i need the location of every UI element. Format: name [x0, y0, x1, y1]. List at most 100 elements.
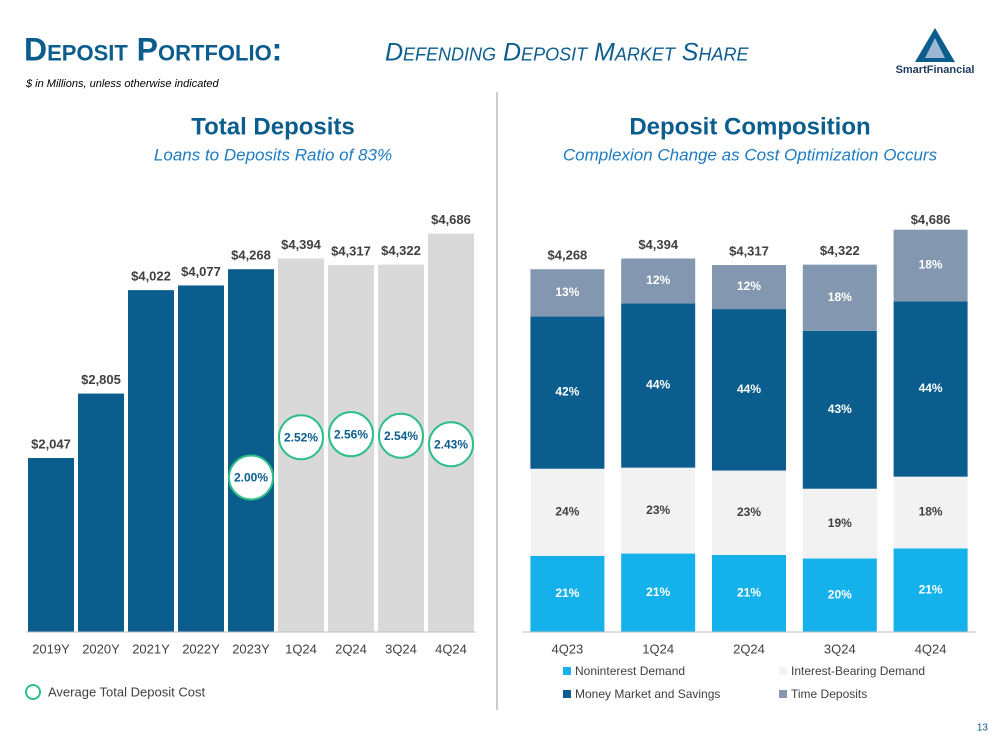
value-label: $4,268 [231, 248, 271, 263]
logo-text: SmartFinancial [896, 64, 975, 76]
logo-mark-inner [925, 38, 945, 58]
total-label: $4,317 [729, 243, 769, 258]
bar-segment [893, 301, 968, 477]
chart-title: Total Deposits [191, 113, 355, 140]
x-tick-label: 4Q23 [551, 641, 583, 656]
bar-segment [530, 269, 605, 317]
cost-label: 2.52% [284, 430, 318, 444]
bar-segment [712, 265, 786, 310]
segment-label: 43% [828, 402, 852, 416]
segment-label: 21% [555, 586, 579, 600]
bar [228, 269, 274, 632]
slide-title-rest: Defending Deposit Market Share [385, 39, 749, 67]
legend-label: Interest-Bearing Demand [791, 664, 925, 678]
segment-label: 23% [646, 503, 670, 517]
x-tick-label: 2021Y [132, 641, 170, 656]
chart-subtitle: Loans to Deposits Ratio of 83% [154, 145, 392, 164]
segment-label: 19% [828, 516, 852, 530]
value-label: $4,322 [381, 243, 421, 258]
segment-label: 44% [646, 378, 670, 392]
slide-title: Deposit Portfolio: [24, 31, 282, 67]
segment-label: 13% [555, 285, 579, 299]
segment-label: 24% [555, 504, 579, 518]
cost-marker [378, 412, 424, 459]
chart-title: Deposit Composition [629, 113, 870, 140]
segment-label: 44% [737, 382, 761, 396]
legend-marker [25, 684, 41, 700]
value-label: $4,317 [331, 243, 371, 258]
legend-swatch [563, 690, 571, 698]
bar [128, 290, 174, 632]
segment-label: 18% [919, 505, 943, 519]
bar-segment [530, 555, 605, 632]
legend-swatch [779, 690, 787, 698]
total-label: $4,322 [820, 243, 860, 258]
segment-label: 21% [919, 582, 943, 596]
bar [178, 285, 224, 632]
bar-segment [530, 316, 605, 469]
bar-segment [802, 330, 877, 489]
segment-label: 18% [919, 258, 943, 272]
bar-segment [621, 303, 696, 468]
segment-label: 23% [737, 505, 761, 519]
cost-marker [228, 454, 274, 501]
bar-segment [712, 554, 786, 632]
x-tick-label: 2022Y [182, 641, 220, 656]
x-tick-label: 3Q24 [385, 641, 417, 656]
x-tick-label: 2019Y [32, 641, 70, 656]
bar-segment [893, 229, 968, 302]
value-label: $2,805 [81, 372, 121, 387]
bar-segment [621, 258, 696, 304]
bar [78, 393, 124, 632]
bar-segment [621, 467, 696, 554]
bar-segment [802, 264, 877, 331]
bar-segment [712, 470, 786, 555]
segment-label: 12% [737, 279, 761, 293]
value-label: $4,394 [281, 237, 322, 252]
x-tick-label: 3Q24 [824, 641, 856, 656]
segment-label: 12% [646, 273, 670, 287]
x-tick-label: 1Q24 [285, 641, 317, 656]
legend-label: Time Deposits [791, 687, 867, 701]
bar-segment [530, 468, 605, 556]
total-label: $4,394 [638, 237, 679, 252]
bar-segment [893, 476, 968, 549]
legend-swatch [563, 667, 571, 675]
value-label: $4,022 [131, 269, 171, 284]
units-note: $ in Millions, unless otherwise indicate… [25, 78, 219, 90]
cost-marker [278, 414, 324, 461]
x-tick-label: 2023Y [232, 641, 270, 656]
legend-label: Money Market and Savings [575, 687, 720, 701]
bar [28, 458, 74, 632]
segment-label: 21% [737, 586, 761, 600]
bar-segment [712, 309, 786, 471]
cost-label: 2.43% [434, 437, 468, 451]
cost-marker [428, 421, 474, 468]
chart-subtitle: Complexion Change as Cost Optimization O… [563, 145, 938, 164]
legend-label: Noninterest Demand [575, 664, 685, 678]
segment-label: 44% [919, 381, 943, 395]
total-label: $4,268 [548, 248, 588, 263]
value-label: $4,686 [431, 212, 471, 227]
cost-marker [328, 411, 374, 458]
segment-label: 42% [555, 385, 579, 399]
x-tick-label: 2Q24 [335, 641, 367, 656]
cost-label: 2.00% [234, 471, 268, 485]
value-label: $4,077 [181, 264, 221, 279]
x-tick-label: 4Q24 [915, 641, 947, 656]
cost-label: 2.54% [384, 429, 418, 443]
page-number: 13 [977, 723, 989, 734]
segment-label: 20% [828, 587, 852, 601]
x-tick-label: 4Q24 [435, 641, 467, 656]
total-label: $4,686 [911, 212, 951, 227]
bar-segment [802, 558, 877, 632]
cost-label: 2.56% [334, 427, 368, 441]
bar-segment [802, 488, 877, 559]
bar-segment [893, 548, 968, 632]
x-tick-label: 2020Y [82, 641, 120, 656]
value-label: $2,047 [31, 436, 71, 451]
legend-swatch [779, 667, 787, 675]
segment-label: 21% [646, 585, 670, 599]
legend-label: Average Total Deposit Cost [48, 684, 205, 699]
